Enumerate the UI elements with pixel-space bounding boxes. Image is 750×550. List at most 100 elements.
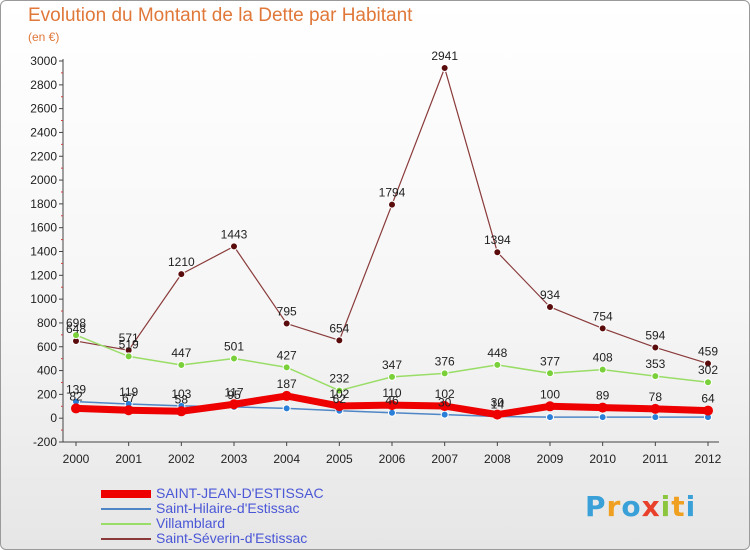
data-label: 1443 bbox=[221, 227, 248, 241]
legend-swatch bbox=[101, 523, 151, 525]
y-tick-label: 200 bbox=[37, 387, 57, 401]
x-tick-label: 2004 bbox=[273, 452, 300, 466]
data-label: 119 bbox=[119, 385, 138, 399]
data-point bbox=[176, 406, 187, 417]
data-label: 408 bbox=[593, 351, 613, 365]
data-label: 302 bbox=[698, 363, 718, 377]
data-point bbox=[282, 363, 291, 372]
data-label: 648 bbox=[66, 322, 86, 336]
data-label: 187 bbox=[277, 377, 297, 391]
data-point bbox=[546, 413, 554, 422]
data-label: 139 bbox=[66, 383, 86, 397]
data-label: 1794 bbox=[379, 186, 406, 200]
x-tick-label: 2012 bbox=[695, 452, 722, 466]
data-label: 102 bbox=[329, 387, 349, 401]
data-point bbox=[492, 409, 503, 420]
data-label: 795 bbox=[277, 305, 297, 319]
line-chart: -200 0 200 400 600 800 1000 1200 1400 1600 1800 200… bbox=[30, 49, 722, 466]
data-label: 571 bbox=[119, 331, 139, 345]
data-point bbox=[439, 401, 450, 412]
data-label: 102 bbox=[435, 387, 455, 401]
data-point bbox=[387, 400, 397, 411]
data-label: 232 bbox=[329, 372, 349, 386]
y-tick-label: 1200 bbox=[30, 268, 57, 282]
logo-letter: r bbox=[606, 490, 622, 523]
data-label: 117 bbox=[224, 385, 243, 399]
y-tick-label: 1800 bbox=[30, 197, 57, 211]
x-tick-label: 2002 bbox=[168, 452, 195, 466]
x-tick-label: 2009 bbox=[537, 452, 564, 466]
data-label: 30 bbox=[438, 396, 452, 410]
logo-letter: P bbox=[585, 490, 607, 523]
data-label: 100 bbox=[540, 387, 560, 401]
data-point bbox=[440, 410, 449, 419]
data-point bbox=[229, 399, 239, 410]
data-label: 427 bbox=[277, 348, 297, 362]
data-point bbox=[334, 401, 345, 412]
data-label: 62 bbox=[333, 392, 347, 406]
x-tick-label: 2008 bbox=[484, 452, 511, 466]
data-point bbox=[703, 405, 713, 416]
legend-label: Saint-Hilaire-d'Estissac bbox=[156, 500, 300, 516]
data-point bbox=[651, 372, 660, 381]
data-point bbox=[651, 343, 660, 352]
data-label: 95 bbox=[227, 388, 241, 402]
data-label: 2941 bbox=[431, 49, 458, 63]
x-tick-label: 2000 bbox=[63, 452, 90, 466]
y-tick-label: 2800 bbox=[30, 78, 57, 92]
logo-letter: i bbox=[685, 490, 697, 523]
y-tick-label: 600 bbox=[37, 340, 57, 354]
data-label: 754 bbox=[593, 309, 613, 323]
data-label: 698 bbox=[66, 316, 86, 330]
data-label: 654 bbox=[329, 321, 349, 335]
data-label: 376 bbox=[435, 354, 455, 368]
data-label: 1210 bbox=[168, 255, 195, 269]
data-point bbox=[335, 336, 344, 345]
data-label: 1394 bbox=[484, 233, 511, 247]
data-label: 82 bbox=[69, 389, 83, 403]
data-point bbox=[440, 369, 449, 378]
data-point bbox=[546, 369, 554, 378]
data-point bbox=[440, 64, 449, 73]
data-label: 67 bbox=[122, 391, 136, 405]
x-tick-label: 2011 bbox=[642, 452, 668, 466]
data-point bbox=[124, 352, 133, 361]
data-label: 594 bbox=[645, 328, 665, 342]
data-point bbox=[546, 302, 554, 311]
y-tick-label: 1000 bbox=[30, 292, 57, 306]
data-point bbox=[177, 270, 186, 279]
logo-letter: i bbox=[660, 490, 672, 523]
logo-letter: o bbox=[621, 490, 642, 523]
y-tick-label: 2600 bbox=[30, 102, 57, 116]
data-point bbox=[388, 408, 396, 417]
data-point bbox=[388, 372, 396, 381]
y-tick-label: 1400 bbox=[30, 245, 57, 259]
data-label: 519 bbox=[119, 337, 139, 351]
y-tick-label: 3000 bbox=[30, 54, 57, 68]
legend-label: Villamblard bbox=[156, 515, 225, 531]
legend-swatch bbox=[101, 508, 151, 510]
data-label: 110 bbox=[382, 386, 401, 400]
data-label: 78 bbox=[649, 390, 663, 404]
chart-subtitle: (en €) bbox=[28, 30, 60, 44]
data-point bbox=[72, 331, 80, 340]
data-point bbox=[230, 354, 238, 363]
data-label: 89 bbox=[596, 389, 610, 403]
data-point bbox=[704, 359, 712, 368]
y-tick-label: 1600 bbox=[30, 221, 57, 235]
data-point bbox=[177, 360, 186, 369]
data-label: 46 bbox=[385, 394, 399, 408]
data-point bbox=[123, 405, 134, 416]
legend-swatch bbox=[101, 538, 151, 540]
data-label: 377 bbox=[540, 354, 560, 368]
x-tick-label: 2001 bbox=[115, 452, 142, 466]
legend-label: Saint-Séverin-d'Estissac bbox=[156, 530, 308, 546]
data-label: 353 bbox=[645, 357, 665, 371]
data-point bbox=[704, 378, 712, 387]
legend-label: SAINT-JEAN-D'ESTISSAC bbox=[156, 485, 324, 501]
data-point bbox=[493, 248, 502, 257]
chart-title: Evolution du Montant de la Dette par Hab… bbox=[28, 5, 413, 26]
data-point bbox=[281, 390, 292, 401]
y-tick-label: -200 bbox=[33, 435, 57, 449]
